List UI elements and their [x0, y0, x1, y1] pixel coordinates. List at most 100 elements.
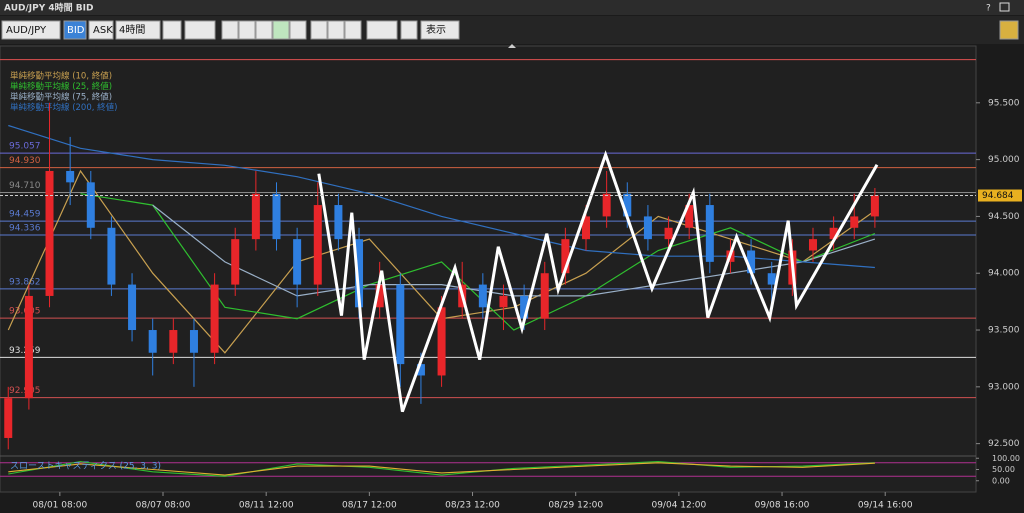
- level-label: 95.057: [9, 142, 41, 152]
- timeframe-label: 4時間: [119, 24, 145, 36]
- icon-button[interactable]: [272, 20, 290, 40]
- symbol-label: AUD/JPY: [6, 25, 47, 36]
- draw-button[interactable]: [366, 20, 398, 40]
- zigzag-line: [317, 150, 879, 413]
- candle-body: [169, 330, 178, 353]
- candle-body: [45, 170, 54, 296]
- x-tick-label: 09/08 16:00: [755, 501, 810, 511]
- candle-body: [4, 398, 13, 438]
- stochastic-line: [8, 462, 875, 476]
- help-button[interactable]: ?: [986, 4, 991, 14]
- chart-type-button[interactable]: [184, 20, 216, 40]
- candle-body: [128, 284, 137, 331]
- candle-body: [313, 205, 322, 285]
- maximize-button[interactable]: [999, 2, 1010, 12]
- ask-button[interactable]: [88, 20, 114, 40]
- y-tick-label: 95.000: [988, 155, 1020, 165]
- x-tick-label: 08/07 08:00: [136, 501, 191, 511]
- y-tick-label: 93.500: [988, 326, 1020, 336]
- candle-body: [478, 284, 487, 308]
- x-tick-label: 09/14 16:00: [858, 501, 913, 511]
- candle-body: [685, 205, 694, 228]
- x-tick-label: 08/01 08:00: [32, 501, 87, 511]
- candle-body: [623, 193, 632, 217]
- zoom-out-button[interactable]: [238, 20, 256, 40]
- candle-body: [416, 364, 425, 376]
- icon-button[interactable]: [162, 20, 182, 40]
- icon-button[interactable]: [400, 20, 418, 40]
- stochastic-tick-label: 0.00: [992, 476, 1010, 485]
- candle-body: [189, 330, 198, 353]
- legend-entry: 単純移動平均線 (10, 終値): [10, 71, 112, 82]
- candle-body: [86, 182, 95, 228]
- candle-body: [540, 273, 549, 319]
- level-label: 93.605: [9, 307, 41, 317]
- candle-body: [499, 295, 508, 308]
- candle-body: [870, 195, 879, 217]
- settings-button[interactable]: [999, 20, 1019, 40]
- stochastic-line: [8, 461, 875, 477]
- title-bar: [0, 0, 1024, 15]
- candle-body: [24, 295, 33, 399]
- stochastic-title: スローストキャスティクス (25, 3, 3): [10, 461, 161, 472]
- plot-area: [0, 45, 977, 493]
- level-label: 94.459: [9, 210, 41, 220]
- icon-button[interactable]: [255, 20, 273, 40]
- y-tick-label: 94.000: [988, 269, 1020, 279]
- view-button[interactable]: [420, 20, 460, 40]
- x-tick-label: 09/04 12:00: [651, 501, 706, 511]
- candle-body: [850, 216, 859, 228]
- candle-body: [747, 250, 756, 274]
- icon-button[interactable]: [327, 20, 345, 40]
- y-tick-label: 94.500: [988, 212, 1020, 222]
- icon-button[interactable]: [344, 20, 362, 40]
- candle-body: [210, 284, 219, 353]
- candle-body: [148, 330, 157, 353]
- candle-body: [231, 239, 240, 285]
- candle-body: [437, 307, 446, 376]
- candle-body: [251, 193, 260, 240]
- zoom-in-button[interactable]: [221, 20, 239, 40]
- candle-body: [561, 239, 570, 274]
- window-title: AUD/JPY 4時間 BID: [4, 2, 93, 14]
- panel-tab[interactable]: [508, 44, 516, 48]
- candle-body: [355, 239, 364, 308]
- candle-body: [293, 239, 302, 285]
- candle-body: [66, 170, 75, 183]
- candle-body: [520, 295, 529, 319]
- level-label: 93.862: [9, 277, 41, 287]
- candle-body: [643, 216, 652, 240]
- x-tick-label: 08/23 12:00: [445, 501, 500, 511]
- stochastic-tick-label: 100.00: [992, 454, 1020, 463]
- bid-button[interactable]: [63, 20, 87, 40]
- candle-body: [375, 284, 384, 308]
- bid-label: BID: [67, 25, 85, 36]
- level-label: 93.259: [9, 346, 41, 356]
- candle-body: [664, 227, 673, 240]
- last-price-label: 94.684: [982, 191, 1014, 201]
- legend-entry: 単純移動平均線 (75, 終値): [10, 92, 112, 103]
- candle-body: [582, 216, 591, 240]
- icon-button[interactable]: [310, 20, 328, 40]
- candle-body: [829, 227, 838, 240]
- ask-label: ASK: [93, 25, 113, 36]
- candle-body: [272, 193, 281, 240]
- candle-body: [602, 193, 611, 217]
- legend-entry: 単純移動平均線 (25, 終値): [10, 81, 112, 92]
- stochastic-tick-label: 50.00: [992, 465, 1015, 474]
- x-tick-label: 08/11 12:00: [239, 501, 294, 511]
- icon-button[interactable]: [289, 20, 307, 40]
- level-label: 94.710: [9, 181, 41, 191]
- symbol-select[interactable]: [1, 20, 61, 40]
- level-label: 92.905: [9, 386, 41, 396]
- view-label: 表示: [426, 23, 446, 36]
- level-label: 94.930: [9, 156, 41, 166]
- last-price-box: [978, 189, 1022, 202]
- candle-body: [808, 239, 817, 251]
- level-label: 94.336: [9, 224, 41, 234]
- candle-body: [396, 284, 405, 365]
- timeframe-select[interactable]: [115, 20, 161, 40]
- candle-body: [334, 205, 343, 240]
- y-tick-label: 93.000: [988, 382, 1020, 392]
